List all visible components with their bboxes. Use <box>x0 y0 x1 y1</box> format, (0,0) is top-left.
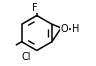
Text: O: O <box>60 24 68 34</box>
Text: Cl: Cl <box>22 52 31 62</box>
Text: F: F <box>32 3 37 13</box>
Text: H: H <box>72 24 79 34</box>
